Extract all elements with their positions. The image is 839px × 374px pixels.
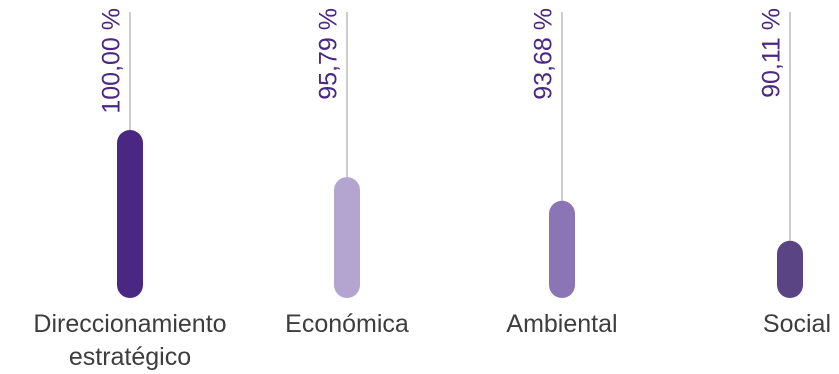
category-label-line: Social <box>762 310 831 338</box>
data-label: 95,79 % <box>315 8 343 100</box>
bar <box>117 130 143 298</box>
category-label-line: estratégico <box>68 343 192 371</box>
category-label: Ambiental <box>432 308 692 341</box>
bar <box>334 177 360 298</box>
bar <box>549 200 575 298</box>
category-label-line: Ambiental <box>506 310 618 338</box>
category-label: Direccionamiento estratégico <box>0 308 260 374</box>
category-label-line: Económica <box>285 310 409 338</box>
data-label: 100,00 % <box>98 8 126 114</box>
data-label: 90,11 % <box>758 8 786 98</box>
data-label: 93,68 % <box>530 8 558 100</box>
category-label-line: Direccionamiento <box>33 310 227 338</box>
category-label: Económica <box>217 308 477 341</box>
category-label: Social <box>579 308 831 341</box>
bar <box>777 240 803 298</box>
